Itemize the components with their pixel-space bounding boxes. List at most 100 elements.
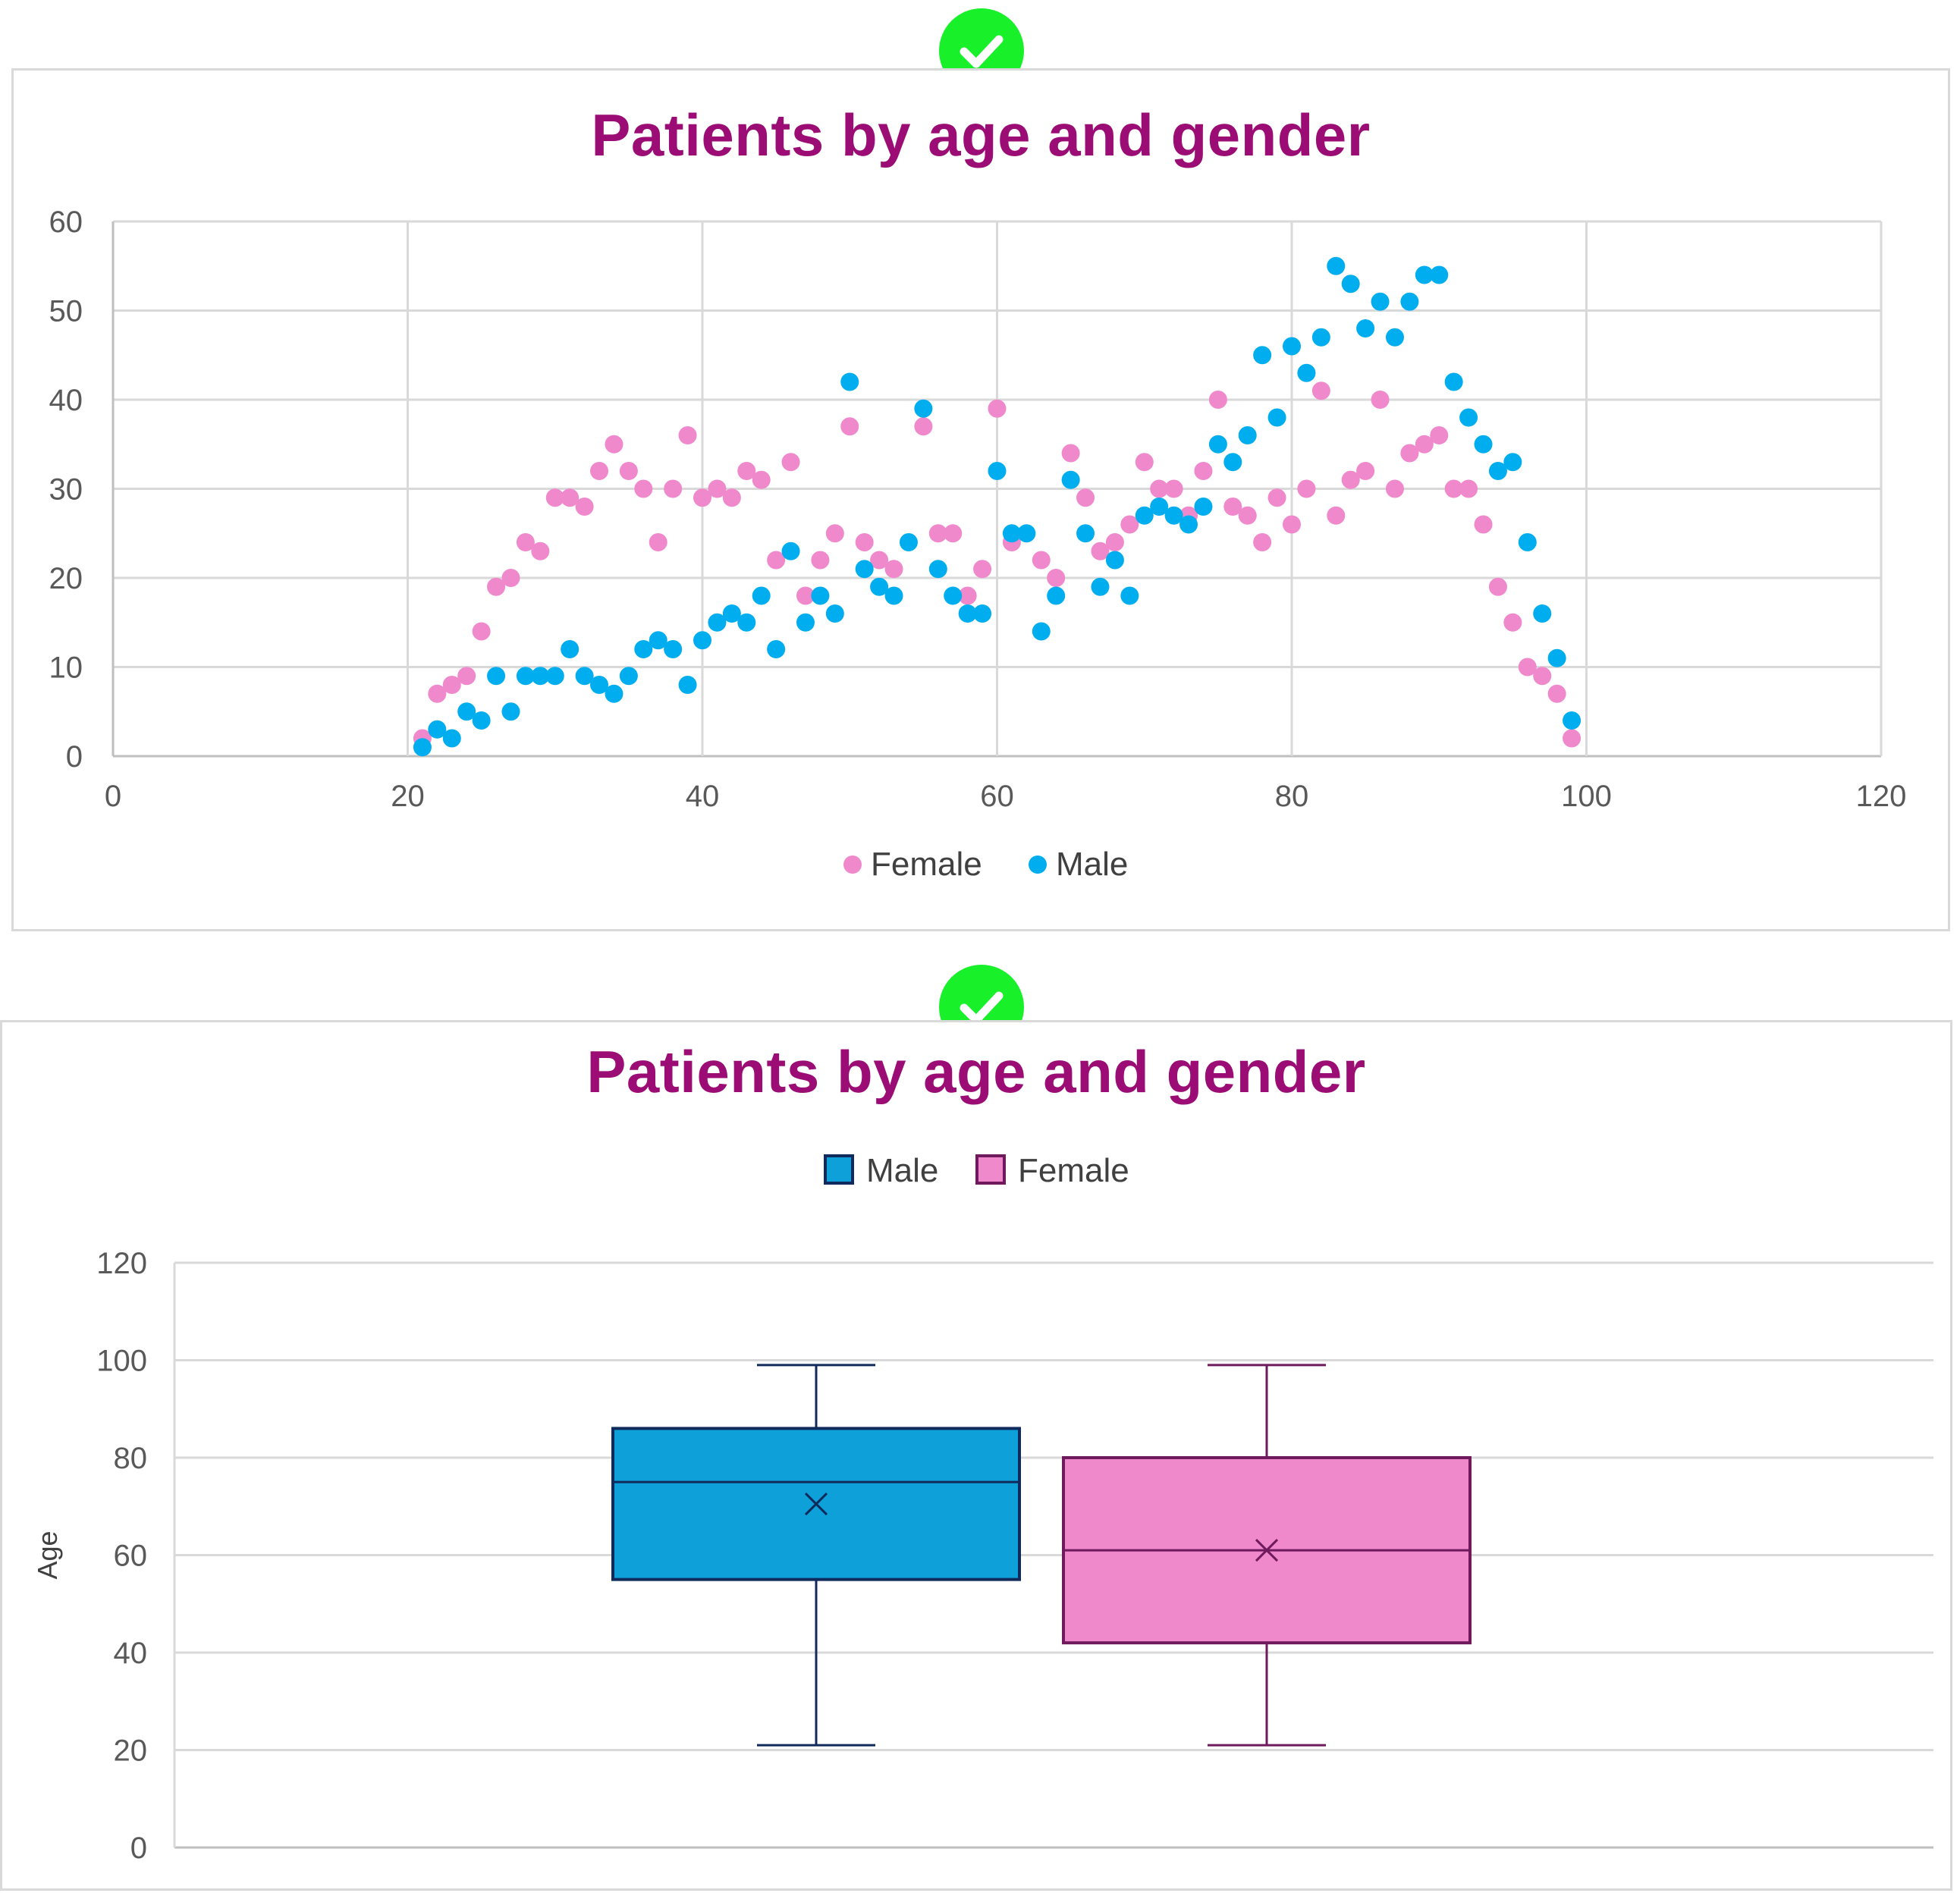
data-point-female [914, 417, 933, 436]
data-point-male [1400, 292, 1419, 311]
data-point-male [737, 613, 756, 632]
data-point-male [575, 667, 594, 686]
y-tick-label: 60 [114, 1540, 148, 1573]
data-point-female [1208, 391, 1227, 409]
data-point-male [590, 676, 609, 694]
chart-title: Patients by age and gender [586, 1038, 1366, 1105]
y-tick-label: 0 [130, 1832, 147, 1865]
data-point-male [1488, 462, 1507, 480]
y-tick-label: 20 [49, 562, 83, 595]
x-tick-label: 100 [1561, 780, 1612, 813]
data-point-female [1164, 479, 1183, 498]
data-point-male [1238, 426, 1257, 444]
data-point-female [1267, 488, 1286, 507]
data-point-male [1105, 551, 1124, 570]
data-point-female [1385, 479, 1404, 498]
data-point-male [752, 586, 771, 605]
legend-label-female: Female [871, 846, 982, 883]
data-point-male [545, 667, 564, 686]
y-tick-label: 80 [114, 1442, 148, 1475]
data-point-male [1518, 533, 1537, 551]
data-point-female [561, 488, 580, 507]
data-point-female [928, 524, 947, 543]
data-point-female [487, 577, 506, 596]
data-point-male [1563, 711, 1582, 730]
y-tick-label: 40 [49, 384, 83, 417]
data-point-male [1341, 275, 1360, 294]
data-point-female [855, 533, 874, 551]
data-point-male [884, 586, 903, 605]
data-point-female [796, 586, 815, 605]
data-point-male [988, 462, 1007, 480]
data-point-male [619, 667, 638, 686]
data-point-male [870, 577, 889, 596]
data-point-male [1503, 453, 1522, 472]
data-point-female [1518, 658, 1537, 677]
data-point-male [708, 613, 727, 632]
data-point-male [1017, 524, 1036, 543]
data-point-female [870, 551, 889, 570]
data-point-female [1371, 391, 1390, 409]
data-point-male [678, 676, 697, 694]
data-point-female [428, 684, 447, 703]
data-point-female [545, 488, 564, 507]
data-point-male [516, 667, 535, 686]
data-point-male [899, 533, 918, 551]
data-point-male [501, 702, 520, 721]
data-point-male [1164, 506, 1183, 525]
data-point-male [634, 640, 653, 658]
y-axis-title: Age [32, 1530, 63, 1579]
y-tick-label: 20 [114, 1734, 148, 1768]
data-point-male [472, 711, 491, 730]
y-tick-label: 10 [49, 651, 83, 685]
data-point-female [1503, 613, 1522, 632]
data-point-female [1105, 533, 1124, 551]
data-point-male [1547, 648, 1566, 667]
legend-marker-male [1029, 855, 1047, 874]
mean-marker [1255, 1539, 1279, 1562]
data-point-male [1208, 435, 1227, 454]
legend-label-male: Male [866, 1152, 938, 1189]
data-point-female [575, 498, 594, 516]
data-point-male [914, 399, 933, 418]
data-point-female [1341, 470, 1360, 489]
data-point-male [605, 684, 623, 703]
data-point-male [1091, 577, 1110, 596]
data-point-female [1356, 462, 1375, 480]
data-point-female [1061, 444, 1080, 463]
data-point-male [693, 631, 711, 650]
data-point-female [1430, 426, 1449, 444]
x-tick-label: 80 [1275, 780, 1309, 813]
data-point-male [944, 586, 963, 605]
data-point-female [619, 462, 638, 480]
data-point-male [1311, 328, 1330, 347]
data-point-female [1459, 479, 1478, 498]
data-point-male [487, 667, 506, 686]
data-point-male [811, 586, 830, 605]
x-tick-label: 40 [686, 780, 720, 813]
data-point-female [634, 479, 653, 498]
data-point-male [767, 640, 786, 658]
data-point-female [457, 667, 476, 686]
data-point-female [531, 542, 550, 560]
legend-marker-female [843, 855, 862, 874]
data-point-male [428, 720, 447, 739]
data-point-male [722, 604, 741, 623]
data-point-male [1253, 346, 1272, 365]
data-point-male [1385, 328, 1404, 347]
data-point-female [1120, 515, 1139, 534]
data-point-female [944, 524, 963, 543]
data-point-male [928, 560, 947, 579]
x-tick-label: 60 [980, 780, 1014, 813]
data-point-male [825, 604, 844, 623]
series-female [413, 381, 1582, 748]
data-point-female [1194, 462, 1213, 480]
data-point-female [811, 551, 830, 570]
data-point-male [457, 702, 476, 721]
scatter-plot: 0 10 20 30 40 50 60 0 20 40 60 80 100 120 Female Male [49, 206, 1907, 883]
data-point-female [516, 533, 535, 551]
data-point-female [722, 488, 741, 507]
data-point-female [708, 479, 727, 498]
data-point-male [1327, 256, 1346, 275]
data-point-male [1533, 604, 1552, 623]
